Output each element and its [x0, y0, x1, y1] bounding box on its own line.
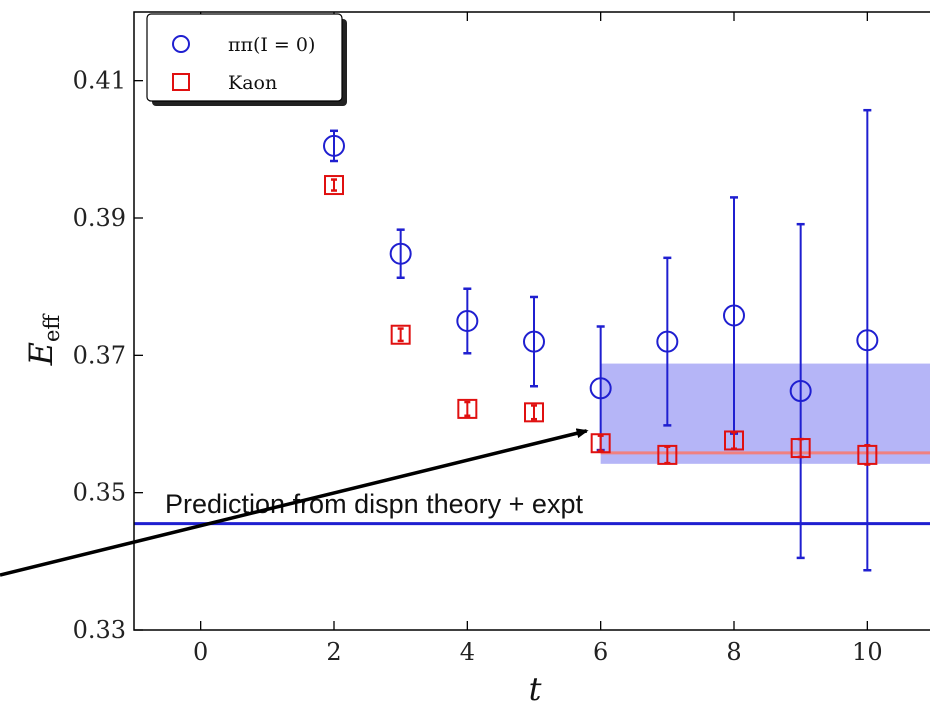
legend-marker-pipi [172, 35, 190, 53]
legend-label-pipi: ππ(I = 0) [228, 34, 315, 56]
marker-square [390, 324, 411, 345]
y-axis-label-main: E [22, 342, 60, 366]
marker-circle [789, 380, 812, 403]
kaon-point-7 [790, 437, 811, 459]
pipi-point-0 [323, 129, 345, 163]
y-tick-label: 0.39 [73, 204, 126, 232]
kaon-point-4 [590, 433, 611, 454]
marker-circle [656, 330, 679, 353]
marker-square [857, 444, 878, 465]
legend-label-kaon: Kaon [228, 72, 277, 94]
x-axis-label: t [529, 670, 542, 708]
y-tick-label: 0.41 [73, 67, 126, 95]
kaon-point-2 [457, 398, 478, 419]
pipi-point-7 [789, 222, 812, 560]
marker-square [590, 433, 611, 454]
kaon-point-0 [324, 175, 344, 196]
marker-circle [389, 242, 412, 265]
marker-square [790, 438, 811, 459]
marker-circle [723, 304, 745, 327]
series-0 [323, 108, 879, 572]
pipi-point-1 [389, 228, 412, 279]
pipi-point-3 [523, 295, 545, 388]
marker-circle [856, 329, 879, 352]
legend: ππ(I = 0) Kaon [146, 13, 347, 106]
marker-circle [589, 377, 612, 400]
y-tick-label: 0.33 [73, 616, 126, 644]
plot-frame [133, 11, 930, 631]
kaon-point-1 [390, 324, 411, 345]
plot-area [134, 108, 930, 572]
marker-square [657, 444, 678, 465]
pipi-point-2 [456, 287, 479, 355]
marker-square [324, 175, 344, 196]
x-tick-label: 0 [193, 638, 208, 666]
x-tick-label: 6 [593, 638, 608, 666]
svg-text:Eeff: Eeff [22, 313, 64, 367]
y-tick-label: 0.37 [73, 341, 126, 369]
annotation-arrow [0, 428, 589, 577]
pipi-point-5 [656, 256, 679, 427]
x-tick-label: 4 [460, 638, 475, 666]
fit-band [600, 363, 930, 464]
kaon-point-3 [524, 402, 544, 423]
x-tick-label: 10 [852, 638, 883, 666]
marker-square [457, 398, 478, 419]
kaon-point-5 [657, 444, 678, 465]
marker-circle [323, 134, 345, 157]
axis-ticks: 0 2 4 6 8 10 0.33 0.35 0.37 0.39 0.41 [73, 12, 883, 666]
x-tick-label: 2 [326, 638, 341, 666]
reference-line-label: Prediction from dispn theory + expt [165, 489, 583, 519]
marker-square [524, 402, 544, 423]
y-axis-label-sub: eff [40, 313, 64, 342]
pipi-point-8 [856, 108, 879, 572]
marker-square [724, 430, 744, 451]
y-axis-label: Eeff [22, 313, 64, 367]
legend-marker-kaon [172, 73, 190, 91]
data-points [323, 108, 879, 572]
x-tick-label: 8 [726, 638, 741, 666]
kaon-point-6 [724, 430, 744, 451]
marker-circle [456, 310, 479, 332]
kaon-point-8 [857, 444, 878, 466]
series-1 [324, 175, 878, 466]
marker-circle [523, 330, 545, 353]
legend-box [146, 13, 343, 102]
y-tick-label: 0.35 [73, 479, 126, 507]
